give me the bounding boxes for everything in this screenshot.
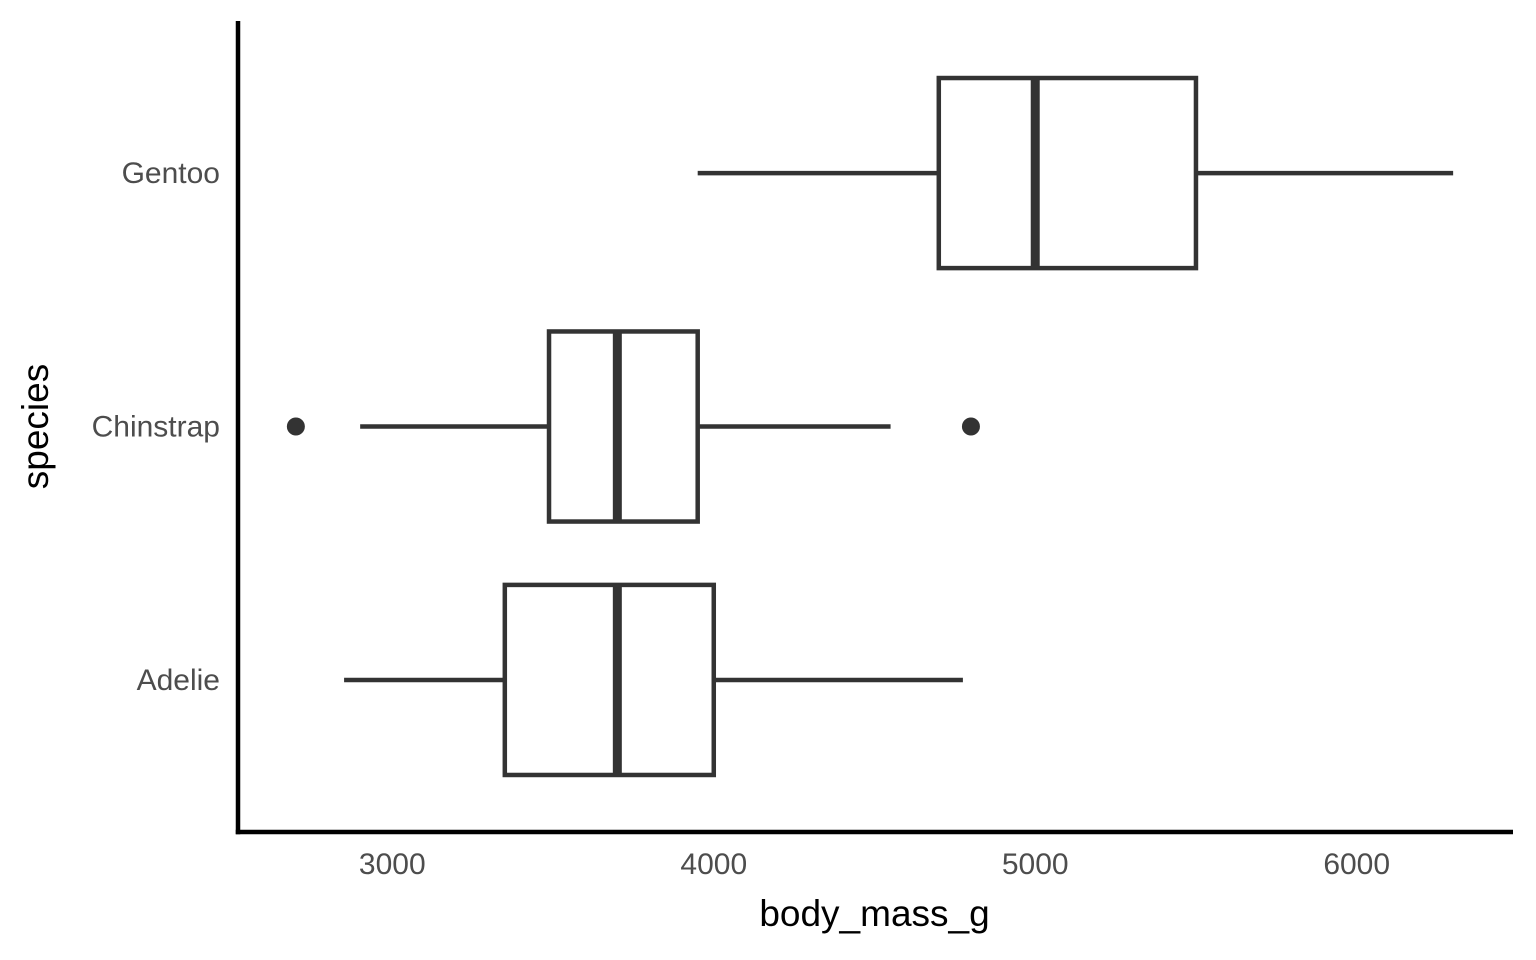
outlier-point-chinstrap-1 [961, 417, 980, 436]
x-tick-label-4000: 4000 [680, 848, 747, 881]
boxplot-marks [286, 75, 1454, 778]
box-group-gentoo [697, 75, 1454, 271]
x-tick-label-6000: 6000 [1323, 848, 1390, 881]
x-tick-label-3000: 3000 [359, 848, 426, 881]
y-axis-title: species [15, 364, 56, 489]
box-group-adelie [344, 582, 963, 778]
x-tick-label-5000: 5000 [1002, 848, 1069, 881]
box-adelie [502, 582, 717, 778]
outlier-point-chinstrap-0 [286, 417, 305, 436]
y-category-label-chinstrap: Chinstrap [92, 411, 220, 444]
box-group-chinstrap [286, 329, 980, 524]
axis-labels: 3000 4000 5000 6000 Adelie Chinstrap Gentoo [92, 157, 1390, 881]
y-category-label-gentoo: Gentoo [122, 157, 220, 190]
y-category-label-adelie: Adelie [137, 664, 220, 697]
axes [235, 21, 1513, 835]
box-gentoo [936, 75, 1199, 271]
box-chinstrap [546, 329, 700, 524]
x-axis-title: body_mass_g [759, 893, 989, 934]
